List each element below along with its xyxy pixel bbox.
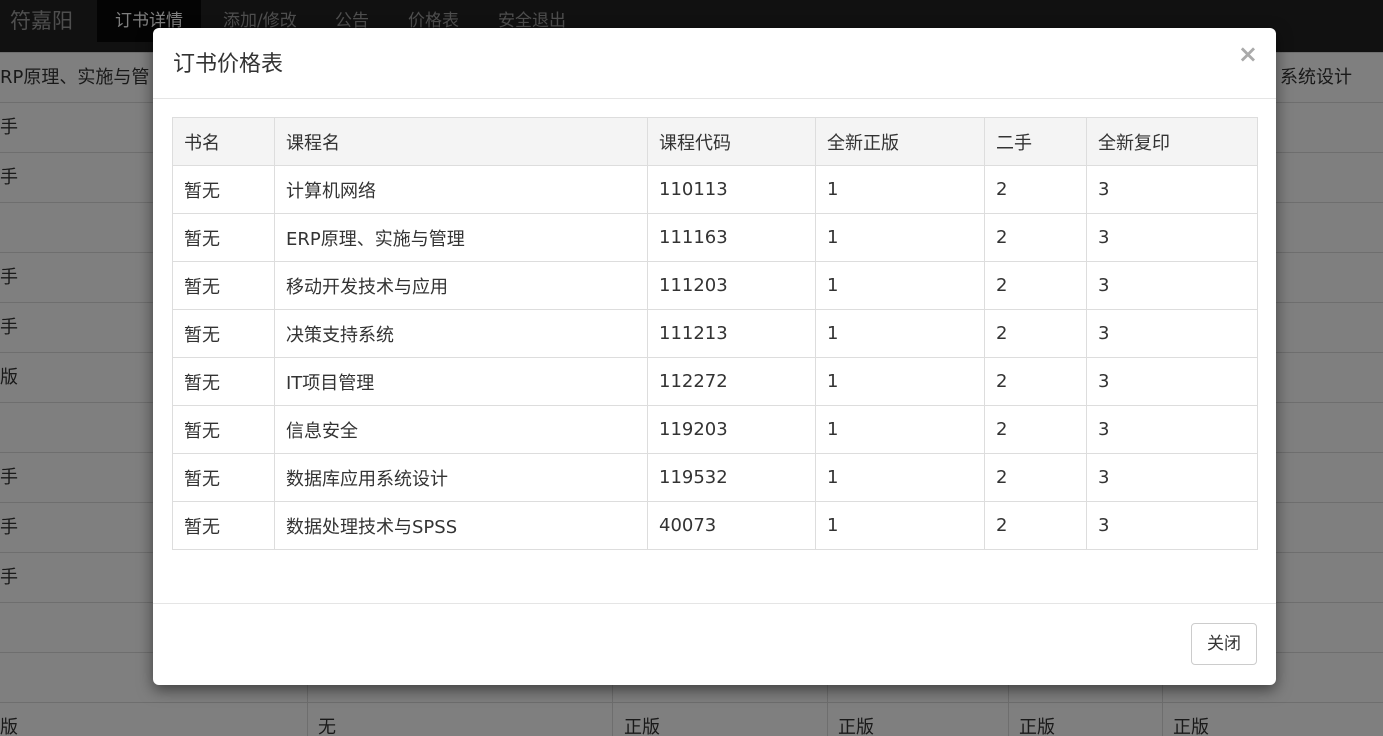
table-cell: 2 bbox=[984, 261, 1087, 310]
table-cell: 2 bbox=[984, 453, 1087, 502]
table-cell: 112272 bbox=[647, 357, 816, 406]
table-cell: 2 bbox=[984, 501, 1087, 550]
table-cell: 1 bbox=[815, 261, 985, 310]
table-cell: 2 bbox=[984, 405, 1087, 454]
table-cell: 111213 bbox=[647, 309, 816, 358]
table-row: 暂无 计算机网络 110113 1 2 3 bbox=[172, 165, 1258, 214]
table-cell: 40073 bbox=[647, 501, 816, 550]
header-row: 书名 课程名 课程代码 全新正版 二手 全新复印 bbox=[172, 117, 1258, 166]
table-cell: 暂无 bbox=[172, 405, 275, 454]
table-row: 暂无 移动开发技术与应用 111203 1 2 3 bbox=[172, 261, 1258, 310]
close-icon[interactable]: × bbox=[1237, 40, 1258, 68]
table-row: 暂无 IT项目管理 112272 1 2 3 bbox=[172, 357, 1258, 406]
table-cell: 2 bbox=[984, 309, 1087, 358]
table-cell: 119203 bbox=[647, 405, 816, 454]
header-cell: 书名 bbox=[172, 117, 275, 166]
table-cell: 暂无 bbox=[172, 165, 275, 214]
header-cell: 全新正版 bbox=[815, 117, 985, 166]
close-button[interactable]: 关闭 bbox=[1191, 623, 1257, 665]
table-cell: 1 bbox=[815, 165, 985, 214]
modal-footer: 关闭 bbox=[153, 603, 1276, 686]
table-cell: 数据处理技术与SPSS bbox=[274, 501, 648, 550]
table-cell: 计算机网络 bbox=[274, 165, 648, 214]
table-cell: 111163 bbox=[647, 213, 816, 262]
table-cell: 1 bbox=[815, 405, 985, 454]
header-cell: 课程代码 bbox=[647, 117, 816, 166]
table-cell: 3 bbox=[1086, 213, 1258, 262]
table-cell: 1 bbox=[815, 213, 985, 262]
table-cell: 3 bbox=[1086, 405, 1258, 454]
table-cell: 暂无 bbox=[172, 261, 275, 310]
table-cell: 决策支持系统 bbox=[274, 309, 648, 358]
table-row: 暂无 数据库应用系统设计 119532 1 2 3 bbox=[172, 453, 1258, 502]
table-cell: 数据库应用系统设计 bbox=[274, 453, 648, 502]
table-cell: 暂无 bbox=[172, 501, 275, 550]
table-cell: 信息安全 bbox=[274, 405, 648, 454]
table-cell: 暂无 bbox=[172, 309, 275, 358]
modal-title: 订书价格表 bbox=[173, 52, 284, 77]
table-cell: 3 bbox=[1086, 357, 1258, 406]
modal: 订书价格表 × 书名 课程名 课程代码 全新正版 二手 全新复印 暂无 计算机网络 110113… bbox=[153, 28, 1276, 685]
modal-header: 订书价格表 × bbox=[153, 28, 1276, 99]
table-cell: 3 bbox=[1086, 309, 1258, 358]
table-row: 暂无 数据处理技术与SPSS 40073 1 2 3 bbox=[172, 501, 1258, 550]
table-cell: IT项目管理 bbox=[274, 357, 648, 406]
table-cell: 2 bbox=[984, 357, 1087, 406]
table-cell: 暂无 bbox=[172, 357, 275, 406]
table-cell: 110113 bbox=[647, 165, 816, 214]
table-cell: 1 bbox=[815, 501, 985, 550]
table-cell: 3 bbox=[1086, 501, 1258, 550]
table-cell: 1 bbox=[815, 453, 985, 502]
header-cell: 全新复印 bbox=[1086, 117, 1258, 166]
price-table: 书名 课程名 课程代码 全新正版 二手 全新复印 暂无 计算机网络 110113 1 2 3 暂无 ERP… bbox=[172, 117, 1258, 550]
table-cell: 111203 bbox=[647, 261, 816, 310]
table-cell: 1 bbox=[815, 309, 985, 358]
table-cell: 2 bbox=[984, 165, 1087, 214]
table-cell: 暂无 bbox=[172, 453, 275, 502]
header-cell: 课程名 bbox=[274, 117, 648, 166]
table-row: 暂无 信息安全 119203 1 2 3 bbox=[172, 405, 1258, 454]
table-cell: 3 bbox=[1086, 165, 1258, 214]
table-cell: 移动开发技术与应用 bbox=[274, 261, 648, 310]
table-row: 暂无 决策支持系统 111213 1 2 3 bbox=[172, 309, 1258, 358]
table-cell: 2 bbox=[984, 213, 1087, 262]
header-cell: 二手 bbox=[984, 117, 1087, 166]
table-cell: 3 bbox=[1086, 453, 1258, 502]
table-cell: 暂无 bbox=[172, 213, 275, 262]
table-cell: ERP原理、实施与管理 bbox=[274, 213, 648, 262]
table-cell: 3 bbox=[1086, 261, 1258, 310]
table-cell: 1 bbox=[815, 357, 985, 406]
table-row: 暂无 ERP原理、实施与管理 111163 1 2 3 bbox=[172, 213, 1258, 262]
table-cell: 119532 bbox=[647, 453, 816, 502]
